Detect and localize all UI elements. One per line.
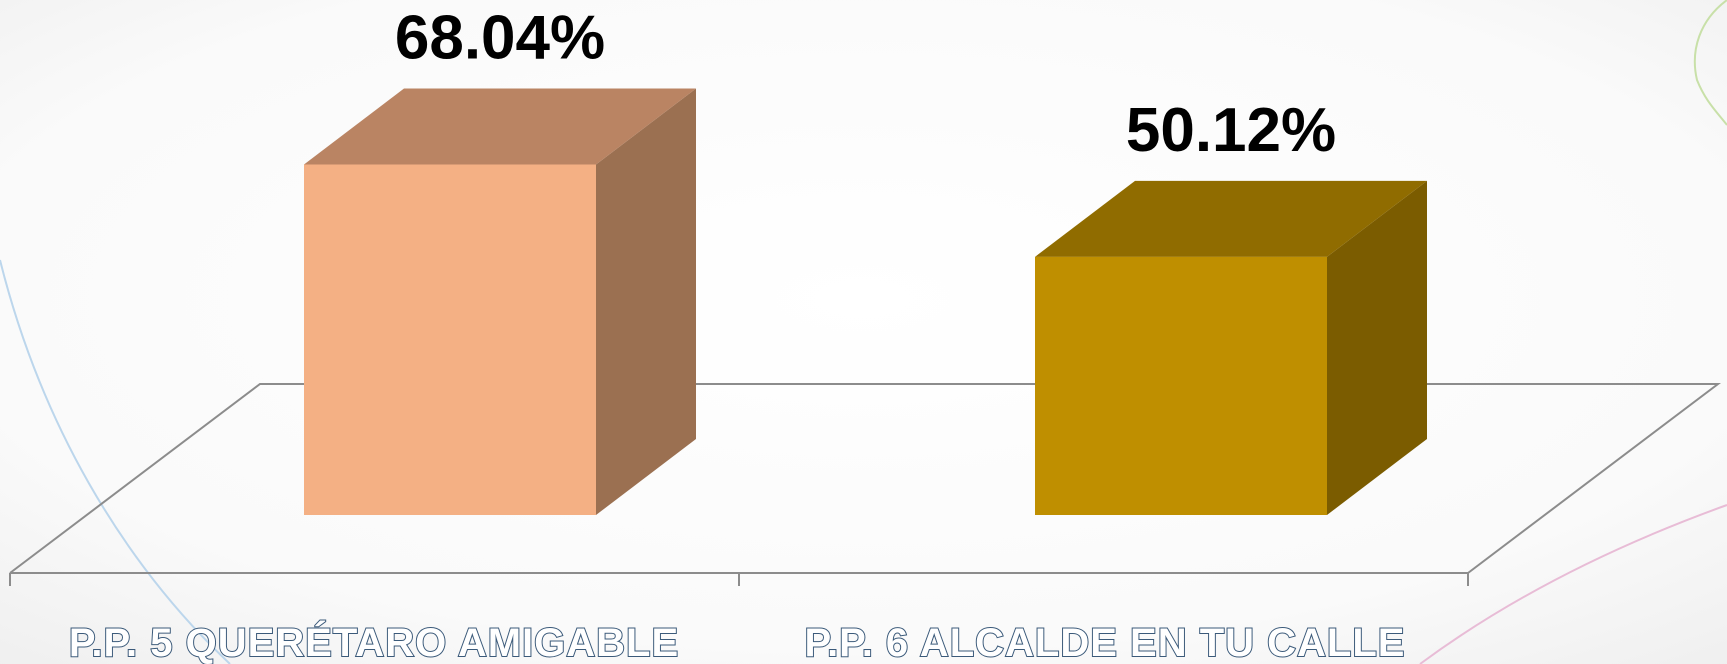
- bar-1-front-face: [304, 164, 596, 515]
- floor-outline: [9, 383, 1721, 574]
- data-label-1: 68.04%: [395, 4, 605, 73]
- bar-1: [304, 88, 696, 515]
- category-label-2: P.P. 6 ALCALDE EN TU CALLE: [805, 621, 1406, 664]
- data-labels-group: 68.04% 50.12%: [395, 4, 1336, 165]
- decor-curve-pink: [1419, 504, 1727, 664]
- chart-floor: [9, 383, 1721, 586]
- bars-group: [304, 88, 1427, 516]
- bar-1-top-face: [304, 88, 696, 165]
- decor-curve-green: [1693, 0, 1727, 126]
- bar-2: [1035, 180, 1427, 516]
- bar-2-side-face: [1327, 180, 1427, 516]
- data-label-2: 50.12%: [1126, 96, 1336, 165]
- bar-2-top-face: [1035, 180, 1427, 257]
- category-label-1: P.P. 5 QUERÉTARO AMIGABLE: [69, 620, 679, 664]
- bar-2-front-face: [1035, 256, 1327, 515]
- bar-1-side-face: [596, 88, 696, 515]
- decor-curve-blue: [0, 259, 231, 664]
- category-labels-group: P.P. 5 QUERÉTARO AMIGABLE P.P. 6 ALCALDE …: [68, 619, 1406, 664]
